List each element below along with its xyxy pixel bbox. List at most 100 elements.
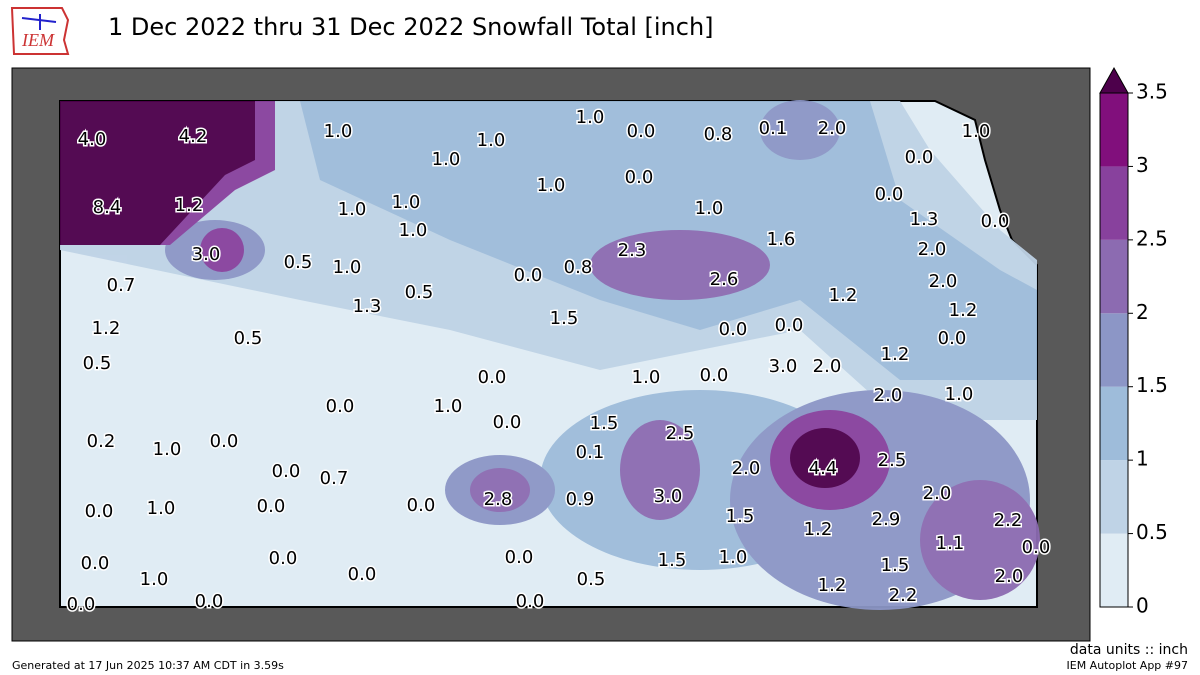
- station-value: 0.8: [704, 124, 733, 145]
- station-value: 2.8: [484, 489, 513, 510]
- colorbar-band: [1100, 313, 1128, 387]
- station-value: 1.2: [818, 575, 847, 596]
- station-value: 0.0: [348, 564, 377, 585]
- station-value: 1.0: [945, 384, 974, 405]
- colorbar-band: [1100, 386, 1128, 461]
- station-value: 0.2: [87, 431, 116, 452]
- colorbar-tick-label: 3.5: [1136, 80, 1168, 104]
- station-value: 1.0: [147, 498, 176, 519]
- station-value: 8.4: [93, 197, 122, 218]
- station-value: 2.2: [994, 510, 1023, 531]
- station-value: 2.0: [929, 271, 958, 292]
- logo-outline: [10, 7, 70, 55]
- colorbar-band: [1100, 166, 1128, 240]
- colorbar-band: [1100, 93, 1128, 167]
- station-value: 1.0: [576, 107, 605, 128]
- colorbar-tick-label: 1.5: [1136, 373, 1168, 397]
- station-value: 0.9: [566, 489, 595, 510]
- station-value: 1.0: [338, 199, 367, 220]
- station-value: 0.0: [272, 461, 301, 482]
- station-value: 2.0: [923, 483, 952, 504]
- station-value: 0.0: [719, 319, 748, 340]
- footer-left: Generated at 17 Jun 2025 10:37 AM CDT in…: [12, 659, 284, 672]
- station-value: 0.0: [981, 211, 1010, 232]
- station-value: 1.0: [477, 130, 506, 151]
- station-value: 4.2: [179, 126, 208, 147]
- station-value: 1.2: [175, 195, 204, 216]
- station-value: 0.1: [576, 442, 605, 463]
- station-value: 1.0: [324, 121, 353, 142]
- station-value: 1.2: [804, 519, 833, 540]
- station-value: 2.6: [710, 269, 739, 290]
- station-value: 2.3: [618, 240, 647, 261]
- station-value: 1.0: [695, 198, 724, 219]
- station-value: 4.0: [78, 129, 107, 150]
- station-value: 0.8: [564, 257, 593, 278]
- station-value: 2.5: [666, 423, 695, 444]
- station-value: 0.0: [67, 594, 96, 615]
- station-value: 0.0: [905, 147, 934, 168]
- station-value: 1.0: [392, 192, 421, 213]
- contours: [60, 100, 1040, 610]
- station-value: 0.0: [627, 121, 656, 142]
- station-value: 2.2: [889, 585, 918, 606]
- logo: IEM: [10, 7, 70, 55]
- colorbar: 0 0.5 1 1.5 2 2.5 3 3.5: [1099, 66, 1168, 618]
- station-value: 1.5: [658, 550, 687, 571]
- station-value: 1.5: [881, 555, 910, 576]
- station-value: 0.7: [320, 468, 349, 489]
- station-value: 1.0: [399, 220, 428, 241]
- colorbar-tick-label: 3: [1136, 153, 1149, 177]
- station-value: 1.5: [590, 413, 619, 434]
- colorbar-tick-label: 0.5: [1136, 520, 1168, 544]
- station-value: 0.0: [875, 184, 904, 205]
- station-value: 1.0: [537, 175, 566, 196]
- colorbar-frame: [1099, 92, 1129, 608]
- station-value: 0.5: [405, 282, 434, 303]
- station-value: 1.3: [910, 209, 939, 230]
- station-value: 0.0: [81, 553, 110, 574]
- station-value: 1.5: [726, 506, 755, 527]
- station-value: 1.0: [432, 149, 461, 170]
- title: 1 Dec 2022 thru 31 Dec 2022 Snowfall Tot…: [108, 13, 714, 41]
- station-value: 1.2: [92, 318, 121, 339]
- station-value: 2.5: [878, 450, 907, 471]
- station-value: 1.3: [353, 296, 382, 317]
- station-value: 1.2: [949, 300, 978, 321]
- station-value: 0.0: [195, 591, 224, 612]
- station-value: 1.0: [719, 547, 748, 568]
- station-value: 1.0: [140, 569, 169, 590]
- colorbar-extension: [1099, 66, 1129, 94]
- station-value: 2.0: [813, 356, 842, 377]
- station-value: 1.0: [962, 121, 991, 142]
- station-value: 0.5: [234, 328, 263, 349]
- colorbar-band: [1100, 239, 1128, 314]
- map-area: [11, 67, 1091, 642]
- station-value: 2.0: [818, 118, 847, 139]
- station-value: 0.7: [107, 275, 136, 296]
- station-value: 4.4: [809, 458, 838, 479]
- station-value: 1.2: [829, 285, 858, 306]
- station-value: 3.0: [654, 486, 683, 507]
- station-value: 0.5: [284, 252, 313, 273]
- station-value: 0.0: [85, 501, 114, 522]
- station-value: 2.0: [995, 566, 1024, 587]
- station-value: 0.0: [478, 367, 507, 388]
- units-label: data units :: inch: [1070, 642, 1188, 658]
- colorbar-tick-label: 2.5: [1136, 226, 1168, 250]
- station-value: 1.0: [153, 439, 182, 460]
- colorbar-band: [1100, 533, 1128, 607]
- station-labels: 4.0 4.2 1.0 1.0 1.0 1.0 0.0 0.8 0.1 2.0 1.0 0.0 8.4 1…: [65, 106, 1052, 617]
- station-value: 1.0: [434, 396, 463, 417]
- station-value: 0.0: [210, 431, 239, 452]
- station-value: 1.2: [881, 344, 910, 365]
- station-value: 1.0: [333, 257, 362, 278]
- station-value: 3.0: [192, 244, 221, 265]
- colorbar-tick-label: 0: [1136, 594, 1149, 618]
- station-value: 0.0: [775, 315, 804, 336]
- colorbar-tick-label: 1: [1136, 447, 1149, 471]
- station-value: 0.0: [269, 548, 298, 569]
- logo-text: IEM: [21, 30, 55, 50]
- station-value: 2.0: [732, 458, 761, 479]
